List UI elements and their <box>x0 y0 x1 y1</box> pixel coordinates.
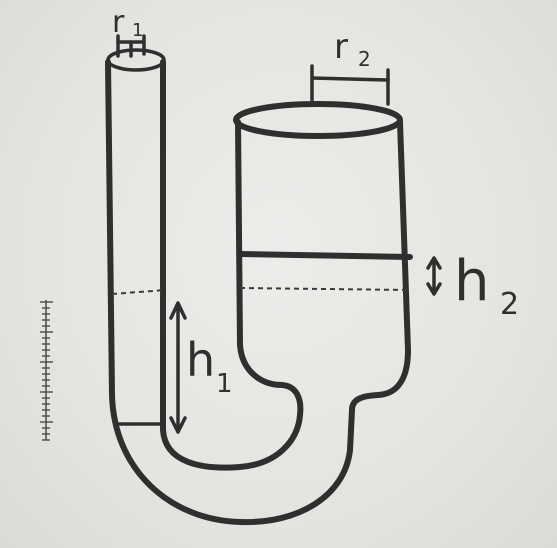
wide-cylinder <box>233 101 413 418</box>
narrow-tube-left-wall <box>105 59 355 526</box>
ruler-scale <box>40 300 53 441</box>
r1-bracket <box>116 34 146 58</box>
label-h1-main: h <box>186 333 215 387</box>
h2-arrow <box>426 256 442 296</box>
wide-cylinder-liquid-level <box>237 251 413 260</box>
h2-arrow-head-top <box>426 256 442 270</box>
wide-cylinder-top <box>233 101 403 139</box>
label-r1-subscript: 1 <box>132 20 143 41</box>
label-r1: r 1 <box>112 5 143 41</box>
label-h1: h 1 <box>186 333 233 399</box>
h2-arrow-head-bottom <box>426 282 442 296</box>
h1-arrow-head-top <box>169 301 187 320</box>
narrow-tube-right-wall <box>160 59 303 471</box>
wide-cylinder-left-wall <box>235 119 304 418</box>
label-h2-subscript: 2 <box>500 287 519 322</box>
reference-line-wide <box>239 287 411 291</box>
label-h2-main: h <box>454 249 490 314</box>
label-h2: h 2 <box>454 249 519 322</box>
r2-bracket-line <box>310 76 390 82</box>
label-r2: r 2 <box>334 27 371 71</box>
r2-bracket <box>310 64 390 106</box>
label-r1-main: r <box>112 5 125 40</box>
label-r2-subscript: 2 <box>358 47 371 71</box>
wide-cylinder-right-wall <box>349 119 411 413</box>
reference-line-narrow <box>111 289 167 295</box>
h1-arrow-head-bottom <box>169 416 187 434</box>
label-r2-main: r <box>334 27 348 67</box>
h1-arrow <box>169 301 187 434</box>
narrow-tube <box>105 48 355 526</box>
label-h1-subscript: 1 <box>216 369 233 399</box>
reference-level-lines <box>111 287 411 295</box>
